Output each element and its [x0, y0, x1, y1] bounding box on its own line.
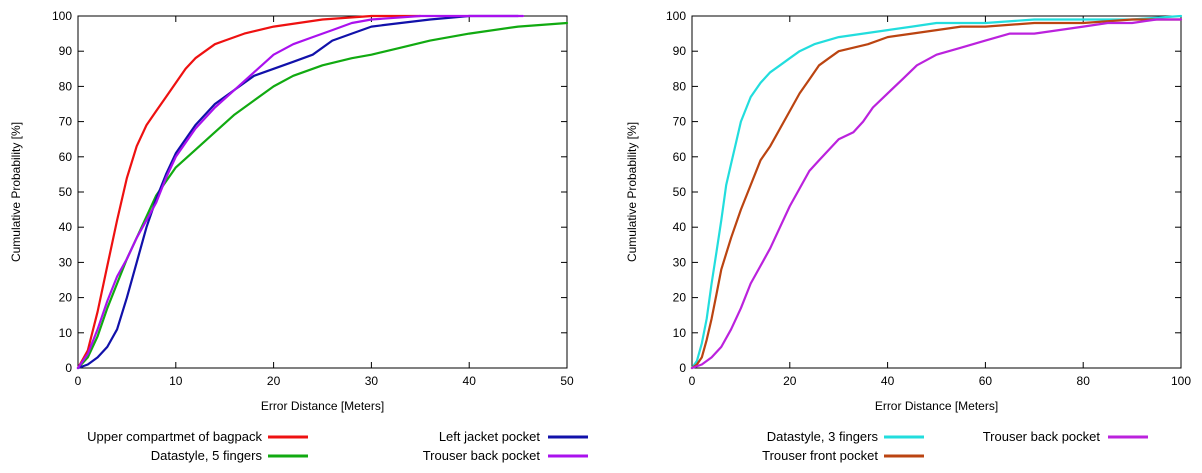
- x-tick-label: 60: [979, 374, 993, 388]
- y-tick-label: 80: [59, 79, 73, 93]
- x-tick-label: 10: [169, 374, 183, 388]
- y-tick-label: 90: [59, 44, 73, 58]
- series-line-2: [76, 21, 569, 370]
- y-tick-label: 60: [673, 150, 687, 164]
- x-tick-label: 20: [267, 374, 281, 388]
- y-axis-label: Cumulative Probability [%]: [9, 122, 23, 262]
- series-line-3: [76, 14, 520, 370]
- chart-panel-1: 0 10 20 30 40 50 60 70 80 90 100 0 10 20 30 40 50 Error D…: [9, 9, 588, 463]
- y-tick-label: 50: [59, 185, 73, 199]
- x-tick-label: 20: [783, 374, 797, 388]
- legend-label: Trouser front pocket: [762, 448, 878, 463]
- series-line-1: [76, 14, 422, 370]
- y-axis-label: Cumulative Probability [%]: [625, 122, 639, 262]
- y-tick-label: 70: [59, 115, 73, 129]
- y-tick-label: 10: [673, 326, 687, 340]
- y-tick-label: 60: [59, 150, 73, 164]
- x-tick-label: 80: [1077, 374, 1091, 388]
- y-tick-label: 50: [673, 185, 687, 199]
- series-line-4: [76, 14, 525, 370]
- y-tick-label: 10: [59, 326, 73, 340]
- y-tick-label: 90: [673, 44, 687, 58]
- y-tick-label: 30: [673, 255, 687, 269]
- x-tick-label: 40: [881, 374, 895, 388]
- y-tick-label: 40: [673, 220, 687, 234]
- series-line-3: [690, 18, 1183, 370]
- y-tick-label: 20: [59, 291, 73, 305]
- y-tick-label: 20: [673, 291, 687, 305]
- legend-label: Left jacket pocket: [439, 429, 541, 444]
- legend-label: Trouser back pocket: [983, 429, 1101, 444]
- x-tick-label: 30: [365, 374, 379, 388]
- legend-label: Trouser back pocket: [423, 448, 541, 463]
- y-tick-label: 100: [52, 9, 72, 23]
- x-tick-label: 100: [1171, 374, 1191, 388]
- y-tick-label: 80: [673, 79, 687, 93]
- x-axis-label: Error Distance [Meters]: [875, 399, 998, 413]
- plot-frame: [691, 15, 1182, 369]
- chart-panel-2: 0 10 20 30 40 50 60 70 80 90 100 0 20 40 60 80 100 Error …: [625, 9, 1191, 463]
- x-tick-label: 0: [689, 374, 696, 388]
- y-tick-label: 100: [666, 9, 686, 23]
- y-tick-label: 30: [59, 255, 73, 269]
- y-tick-label: 0: [65, 361, 72, 375]
- legend-label: Datastyle, 3 fingers: [767, 429, 879, 444]
- x-tick-label: 50: [560, 374, 574, 388]
- x-tick-label: 0: [75, 374, 82, 388]
- series-line-2: [690, 18, 1183, 370]
- x-axis-label: Error Distance [Meters]: [261, 399, 384, 413]
- x-tick-label: 40: [463, 374, 477, 388]
- legend-label: Upper compartmet of bagpack: [87, 429, 262, 444]
- y-tick-label: 0: [679, 361, 686, 375]
- plot-frame: [77, 15, 568, 369]
- y-tick-label: 70: [673, 115, 687, 129]
- y-tick-label: 40: [59, 220, 73, 234]
- legend-label: Datastyle, 5 fingers: [151, 448, 263, 463]
- series-line-1: [690, 14, 1183, 370]
